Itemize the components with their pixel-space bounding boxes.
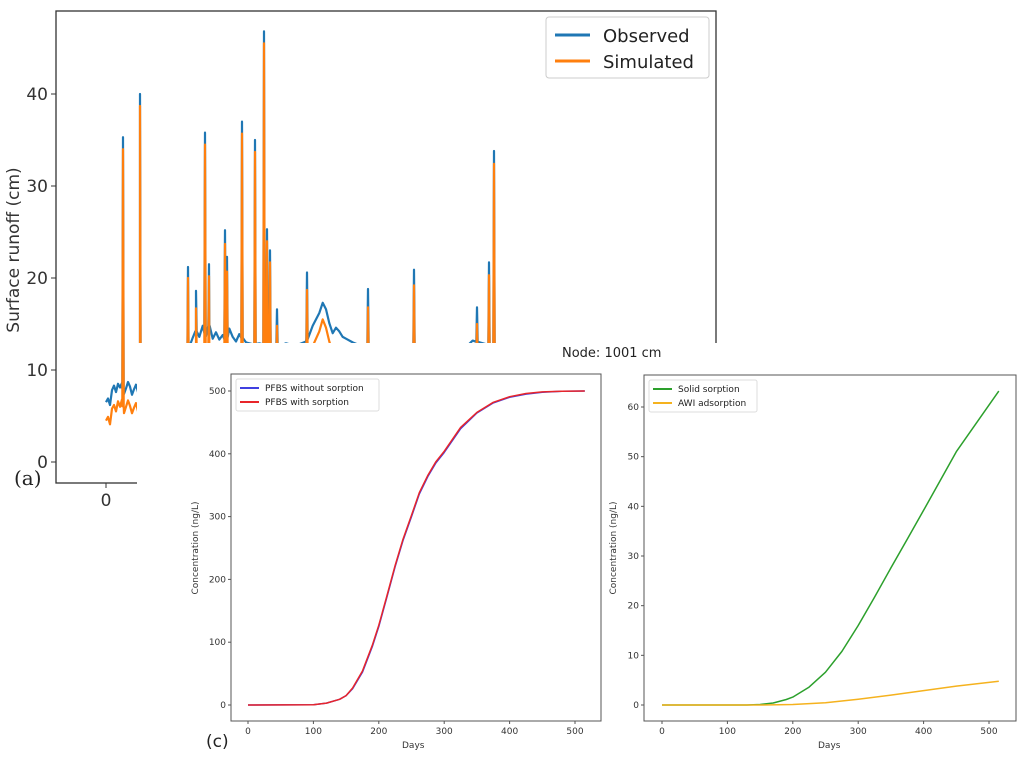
c-left-xtick-label: 0 [245, 727, 251, 737]
c-left-legend-box [235, 378, 380, 412]
series-pfbs-with-sorption-line [247, 390, 585, 706]
c-left-ytick-label: 100 [209, 638, 226, 648]
c-right-ylabel: Concentration (ng/L) [609, 501, 619, 595]
c-left-xtick-label: 400 [501, 727, 518, 737]
panel-a-ytick-label: 0 [37, 453, 48, 473]
c-left-ytick-label: 300 [209, 513, 226, 523]
c-right-xtick-label: 0 [659, 727, 665, 737]
c-right-axes-frame [643, 374, 1017, 722]
panel-c-background [137, 343, 1024, 759]
panel-c-suptitle: Node: 1001 cm [562, 346, 662, 361]
series-solid-sorption-line [662, 390, 1000, 706]
legend-label-pfbs-with-sorption: PFBS with sorption [265, 398, 349, 408]
legend-label-observed: Observed [603, 26, 690, 47]
c-left-xtick-label: 500 [566, 727, 583, 737]
c-left-ytick-label: 500 [209, 387, 226, 397]
legend-label-awi-adsorption: AWI adsorption [678, 399, 746, 409]
c-right-xtick-label: 300 [850, 727, 867, 737]
c-left-xtick-label: 200 [370, 727, 387, 737]
c-right-legend-box [648, 379, 758, 413]
legend-label-solid-sorption: Solid sorption [678, 385, 740, 395]
c-right-ytick-label: 30 [628, 552, 640, 562]
c-left-ytick-label: 0 [220, 701, 226, 711]
c-right-ytick-label: 20 [628, 602, 640, 612]
c-right-xtick-label: 400 [915, 727, 932, 737]
panel-c-label: (c) [206, 732, 229, 752]
panel-a-ytick-label: 40 [26, 85, 48, 105]
c-right-ytick-label: 10 [628, 651, 640, 661]
series-awi-adsorption-line [662, 680, 999, 706]
c-right-xlabel: Days [818, 741, 841, 751]
panel-a-ytick-label: 20 [26, 269, 48, 289]
panel-a-ytick-label: 10 [26, 361, 48, 381]
c-right-ytick-label: 40 [628, 502, 640, 512]
c-right-ytick-label: 0 [633, 701, 639, 711]
panel-a-legend-box [545, 16, 710, 79]
c-right-xtick-label: 100 [719, 727, 736, 737]
c-right-xtick-label: 200 [784, 727, 801, 737]
panel-a-ytick-label: 30 [26, 177, 48, 197]
c-left-ytick-label: 200 [209, 575, 226, 585]
c-left-axes-frame [230, 373, 602, 722]
c-right-xtick-label: 500 [980, 727, 997, 737]
c-left-xlabel: Days [402, 741, 425, 751]
c-left-xtick-label: 100 [305, 727, 322, 737]
c-left-ylabel: Concentration (ng/L) [191, 501, 201, 595]
panel-a-xtick-label: 0 [101, 491, 112, 511]
legend-label-simulated: Simulated [603, 52, 694, 73]
c-left-xtick-label: 300 [436, 727, 453, 737]
c-left-ytick-label: 400 [209, 450, 226, 460]
c-right-ytick-label: 60 [628, 403, 640, 413]
panel-a-ylabel: Surface runoff (cm) [4, 167, 24, 333]
legend-label-pfbs-without-sorption: PFBS without sorption [265, 384, 364, 394]
c-right-ytick-label: 50 [628, 453, 640, 463]
panel-a-label: (a) [14, 466, 42, 490]
